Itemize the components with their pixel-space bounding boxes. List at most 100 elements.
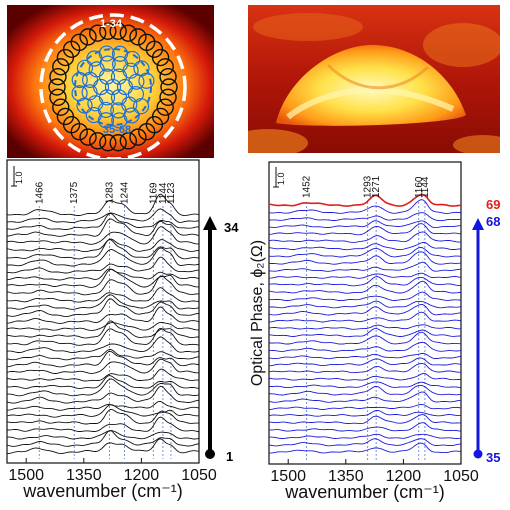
spectrum-trace [6,208,200,224]
spectrum-trace [6,256,200,274]
peak-label: 1123 [166,182,177,204]
spectrum-trace [268,404,462,410]
spectrum-trace [268,231,462,243]
spectrum-trace [268,391,462,403]
left-arrow-bottom-label: 1 [226,449,233,464]
spectrum-trace [6,409,200,425]
spectrum-trace [6,275,200,296]
spectrum-trace [268,328,462,338]
spectrum-trace [6,268,199,288]
x-tick-label: 1350 [328,468,364,485]
left-plot-frame [6,159,200,464]
right-highlight-label: 69 [486,197,500,212]
peak-label: 1375 [69,181,80,204]
spectrum-trace [269,341,462,352]
spectrum-trace [6,348,200,361]
spectrum-trace [6,287,200,303]
spectrum-trace [6,268,200,281]
spectrum-trace [268,300,462,309]
right-arrow-head [472,218,484,230]
spectrum-trace [6,336,200,354]
spectrum-trace [6,438,200,455]
spectrum-trace [268,272,462,279]
spectrum-trace [269,422,462,432]
spectrum-trace [6,430,200,447]
spectrum-trace [268,324,461,330]
x-tick-label: 1500 [270,468,306,485]
right-arrow-top-label: 68 [486,214,500,229]
x-tick-label: 1200 [124,467,160,484]
spectrum-trace [6,375,200,389]
spectrum-trace [6,378,200,397]
spectrum-trace [6,400,200,411]
left-arrow-start-dot [205,449,215,459]
spectrum-trace [6,193,200,217]
spectrum-trace [6,327,200,346]
spectrum-trace [6,238,200,253]
peak-label: 1283 [105,181,116,204]
spectrum-trace [6,239,200,260]
spectrum-trace [268,276,462,287]
spectrum-trace [6,416,200,433]
right-scale-label: 1.0 [276,172,286,185]
outer-region-label: 1-34 [100,18,123,30]
spectrum-trace [6,321,200,331]
left-arrow-top-label: 34 [224,220,239,235]
spectrum-trace [6,306,200,324]
x-tick-label: 1050 [181,467,217,484]
spectrum-trace [268,357,462,367]
peak-label: 1293 [363,175,374,198]
spectrum-trace [268,199,461,214]
x-tick-label: 1050 [443,468,479,485]
spectrum-trace [268,311,462,323]
right-y-axis-label: Optical Phase, ϕ₂(Ω) [249,240,266,386]
spectrum-trace [268,291,462,302]
spectrum-trace [268,220,461,229]
heatmap-dome-image [248,5,500,153]
peak-label: 1452 [302,175,313,198]
left-scale-label: 1.0 [14,171,24,184]
peak-label: 1160 [414,176,425,198]
peak-label: 1466 [34,181,45,204]
spectrum-trace [268,433,462,439]
spectrum-trace [268,261,462,272]
spectrum-trace [268,251,462,265]
spectrum-trace [268,304,462,316]
spectrum-trace [6,430,200,440]
spectrum-trace [6,320,199,339]
peak-label: 1271 [371,175,382,198]
spectrum-trace [268,241,462,251]
spectrum-trace [6,385,200,404]
right-arrow-bottom-label: 35 [486,450,500,465]
left-x-axis-label: wavenumber (cm⁻¹) [22,481,183,501]
peak-label: 1144 [158,182,169,204]
heatmap-circles-image: 1-34 35-68 [7,5,214,158]
spectrum-trace [6,218,200,237]
spectrum-trace [268,409,462,417]
spectrum-trace [268,372,461,381]
spectrum-trace [6,226,200,245]
peak-label: 1169 [148,182,159,204]
spectrum-trace [6,350,200,368]
spectrum-trace [268,212,462,222]
spectrum-trace [6,404,199,418]
spectrum-trace [268,384,462,396]
spectrum-trace [268,363,461,374]
spectrum-trace [6,212,199,230]
inner-region-label: 35-68 [103,124,131,136]
peak-label: 1144 [420,176,431,198]
spectrum-trace [6,298,200,317]
spectrum-trace [268,280,461,294]
spectrum-trace [6,368,199,382]
right-x-axis-label: wavenumber (cm⁻¹) [284,482,445,502]
spectrum-trace [268,414,462,425]
spectrum-trace [268,223,462,236]
right-arrow-start-dot [473,449,483,459]
spectrum-trace [268,352,462,360]
spectrum-trace [6,294,200,310]
spectrum-trace [6,358,199,374]
spectrum-trace [268,438,462,447]
